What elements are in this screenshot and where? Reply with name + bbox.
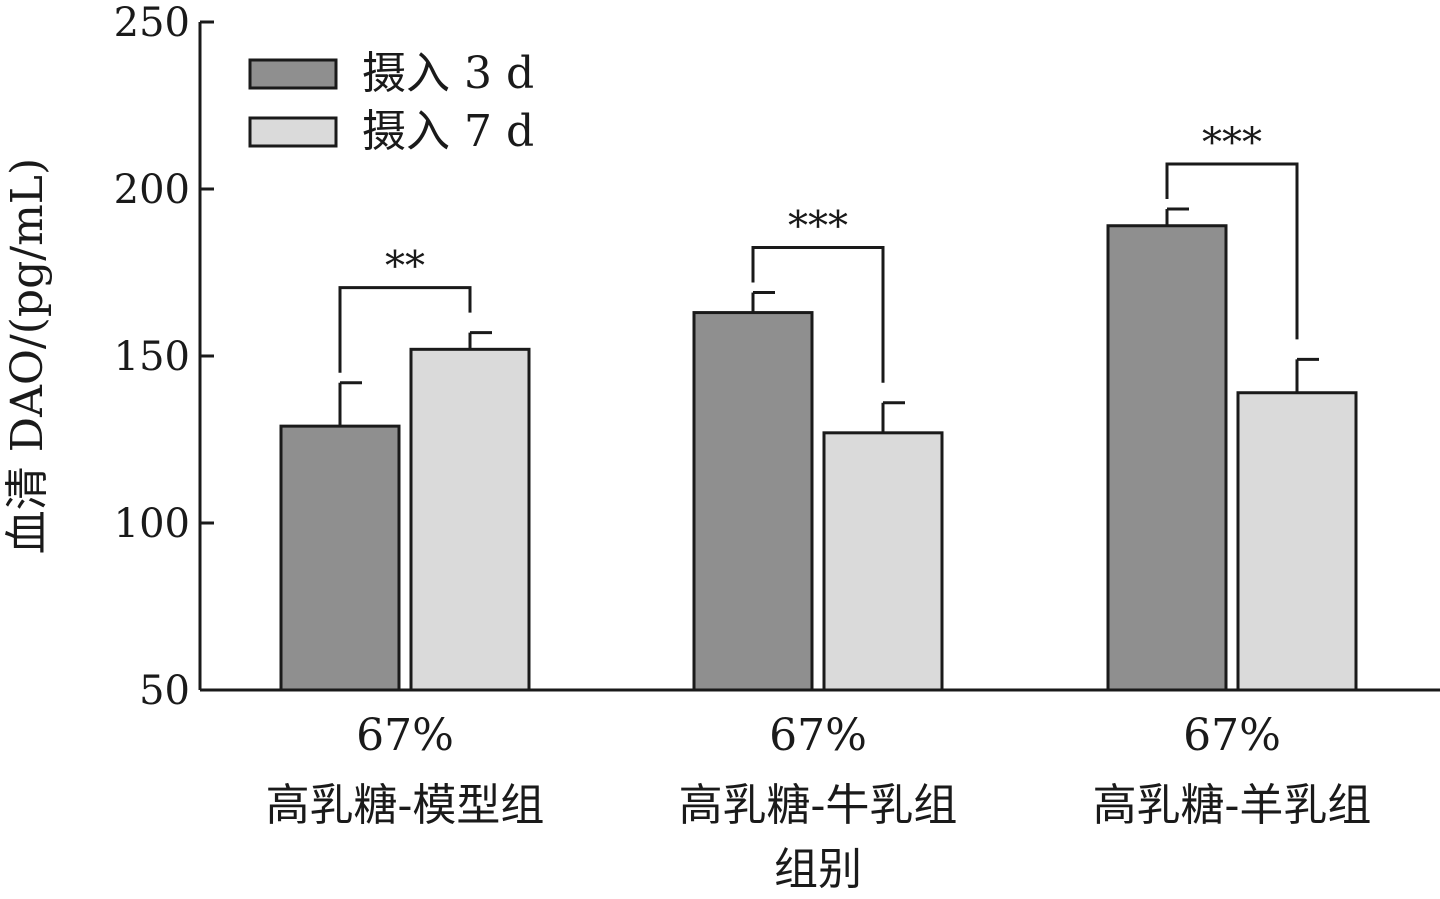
category-label-line1: 67% <box>1183 710 1281 761</box>
bar <box>822 431 944 692</box>
y-tick-label: 50 <box>139 668 190 714</box>
y-axis-title: 血清 DAO/(pg/mL) <box>2 158 53 554</box>
y-ticks: 50 100 150 200 250 <box>114 0 214 714</box>
category-label-line1: 67% <box>769 710 867 761</box>
significance-label: *** <box>1202 120 1262 166</box>
bar <box>1236 391 1358 692</box>
x-axis-title: 组别 <box>774 844 862 895</box>
legend-swatch <box>248 58 338 90</box>
category-label-line2: 高乳糖-模型组 <box>266 780 545 831</box>
legend-swatch <box>248 116 338 148</box>
legend: 摄入 3 d 摄入 7 d <box>248 48 534 157</box>
y-tick-label: 100 <box>114 501 190 547</box>
bar <box>1106 224 1228 692</box>
y-tick-label: 200 <box>114 167 190 213</box>
y-tick-label: 250 <box>114 0 190 46</box>
legend-label: 摄入 7 d <box>362 106 534 157</box>
significance-bracket <box>338 286 472 373</box>
category-label-line1: 67% <box>356 710 454 761</box>
significance-brackets: ******** <box>338 120 1299 383</box>
bar <box>279 424 401 692</box>
legend-label: 摄入 3 d <box>362 48 534 99</box>
y-tick-label: 150 <box>114 334 190 380</box>
category-label-line2: 高乳糖-牛乳组 <box>679 780 958 831</box>
significance-bracket <box>751 246 885 383</box>
significance-label: ** <box>385 244 425 290</box>
significance-label: *** <box>788 204 848 250</box>
category-label-line2: 高乳糖-羊乳组 <box>1093 780 1372 831</box>
x-category-labels: 67% 高乳糖-模型组 67% 高乳糖-牛乳组 67% 高乳糖-羊乳组 <box>266 710 1372 831</box>
bars <box>279 224 1358 692</box>
bar <box>409 347 531 692</box>
significance-bracket <box>1165 162 1299 340</box>
bar <box>692 311 814 692</box>
error-bars <box>338 207 1319 433</box>
